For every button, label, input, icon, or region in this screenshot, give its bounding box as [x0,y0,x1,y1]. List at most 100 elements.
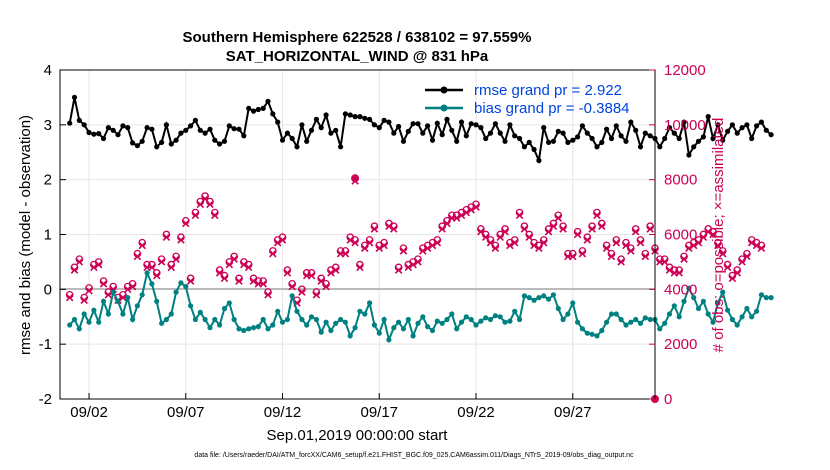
obs-assimilated-point [631,227,640,236]
obs-assimilated-point [75,258,84,266]
obs-assimilated-point [312,291,321,299]
rmse-point [318,125,324,131]
bias-point [125,295,131,301]
bias-point [236,326,242,332]
rmse-point [454,138,460,144]
rmse-point [391,130,397,136]
obs-assimilated-point [709,230,717,239]
bias-point [149,281,155,287]
rmse-point [671,130,677,136]
obs-assimilated-point [718,249,727,258]
rmse-point [657,144,663,150]
bias-point [608,311,615,317]
obs-assimilated-point [94,260,103,269]
obs-assimilated-point [370,225,379,233]
bias-point [367,300,373,306]
rmse-point [149,126,155,132]
obs-assimilated-point [322,282,330,291]
rmse-point [202,130,208,136]
rmse-point [536,157,542,164]
rmse-point [739,125,745,131]
bias-point [676,314,682,320]
rmse-point [270,111,276,117]
bias-point [483,315,489,321]
bias-point [159,320,165,326]
obs-assimilated-point [491,244,500,252]
legend-rmse-marker [440,86,448,94]
rmse-point [381,117,387,123]
bias-point [618,316,624,323]
rmse-point [662,135,668,142]
bias-point [599,327,605,334]
rmse-point [749,135,755,142]
rmse-point [633,127,639,133]
rmse-point [487,130,494,136]
obs-assimilated-point [123,285,132,294]
obs-assimilated-point [680,255,688,263]
rmse-point [628,119,634,125]
bias-point [362,311,368,317]
right-axis: 0 2000 4000 6000 8000 10000 12000 [649,62,706,408]
bias-point [333,320,339,326]
rmse-point [507,122,513,128]
obs-assimilated-point [747,238,756,247]
obs-assimilated-point [341,249,350,258]
obs-assimilated-point [752,241,761,250]
rmse-point [246,105,252,111]
rmse-point [236,126,242,132]
y-tick-label: -1 [39,336,52,353]
left-axis: -2 -1 0 1 2 3 4 [39,62,66,408]
rmse-point [744,122,750,128]
bias-point [81,311,87,317]
rmse-point [265,98,271,104]
rmse-point [275,119,281,125]
bias-point [105,311,111,317]
x-tick-label: 09/12 [264,404,302,421]
rmse-point [328,130,334,136]
bias-point [168,311,174,317]
rmse-point [362,115,368,121]
obs-assimilated-point [578,249,587,258]
obs-assimilated-point [167,263,176,272]
bias-point [725,307,731,313]
bias-point [473,322,479,328]
rmse-point [763,127,769,133]
obs-assimilated-point [598,222,606,231]
x-tick-label: 09/02 [70,404,108,421]
obs-assimilated-point [588,225,596,233]
bias-point [487,316,494,323]
bias-point [265,326,271,332]
obs-assimilated-point [689,241,698,250]
bias-point [163,316,169,323]
rmse-point [754,123,760,129]
rmse-point [294,144,300,150]
obs-assimilated-point [327,269,335,277]
rmse-point [410,121,416,127]
bias-point [710,319,716,325]
obs-assimilated-point [419,247,427,255]
obs-assimilated-point [602,244,611,252]
obs-assimilated-point [211,211,219,220]
bias-point [415,320,421,326]
rmse-point [125,125,131,131]
bias-point [449,311,455,317]
rmse-point [173,137,179,143]
bias-point [642,315,648,321]
bias-point [666,311,673,317]
bias-point [521,293,528,299]
obs-assimilated-point [351,177,359,185]
obs-assimilated-point [457,211,466,220]
bias-point [400,326,407,332]
rmse-point [105,125,111,131]
obs-assimilated-point [462,208,471,217]
obs-assimilated-point [757,244,766,252]
obs-assimilated-point [627,247,635,255]
bias-point [260,316,266,323]
obs-assimilated-point [665,266,674,274]
rmse-point [608,135,615,142]
bias-point [434,318,440,324]
rmse-point [178,130,184,136]
obs-assimilated-point [539,238,548,247]
bias-point [550,292,557,298]
rmse-point [81,122,87,128]
